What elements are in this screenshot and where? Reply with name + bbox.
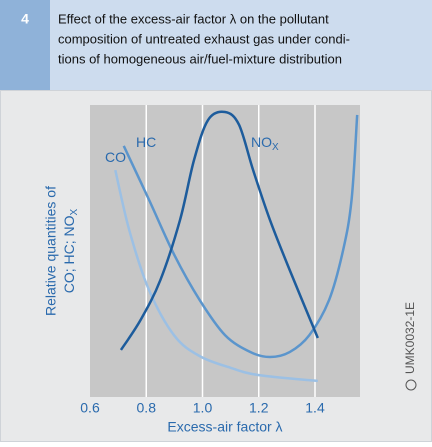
title-line: tions of homogeneous air/fuel-mixture di… [58, 51, 342, 66]
y-axis-label: CO; HC; NOX [61, 208, 80, 293]
x-tick-label: 1.0 [193, 400, 213, 416]
header-background [0, 0, 432, 90]
series-name: CO [105, 149, 126, 165]
x-tick-label: 1.4 [305, 400, 325, 416]
x-tick-label: 0.6 [80, 400, 100, 416]
symbol [405, 379, 417, 391]
series-label: NOX [251, 134, 279, 153]
code-group: UMK0032-1E [403, 302, 417, 391]
line [114, 169, 318, 383]
figure-code: UMK0032-1E [403, 302, 417, 374]
x-axis-label: Excess-air factor λ [167, 419, 282, 435]
title-line: Effect of the excess-air factor λ on the… [58, 11, 329, 26]
line [119, 110, 319, 351]
y-axis-label-main: CO; HC; NO [61, 215, 77, 293]
y-axis-label: Relative quantities of [43, 186, 59, 316]
x-tick-label: 0.8 [137, 400, 157, 416]
plot-area [90, 105, 360, 397]
series-name: HC [136, 134, 156, 150]
number-box [0, 0, 50, 90]
figure-number: 4 [21, 11, 29, 27]
y-axis-label-sub: X [69, 208, 80, 215]
line [122, 114, 359, 359]
series-label: CO [105, 149, 126, 165]
title-line: composition of untreated exhaust gas und… [58, 31, 350, 46]
x-tick-label: 1.2 [249, 400, 269, 416]
series-name-sub: X [272, 142, 279, 153]
series-label: HC [136, 134, 156, 150]
series-name: NO [251, 134, 272, 150]
